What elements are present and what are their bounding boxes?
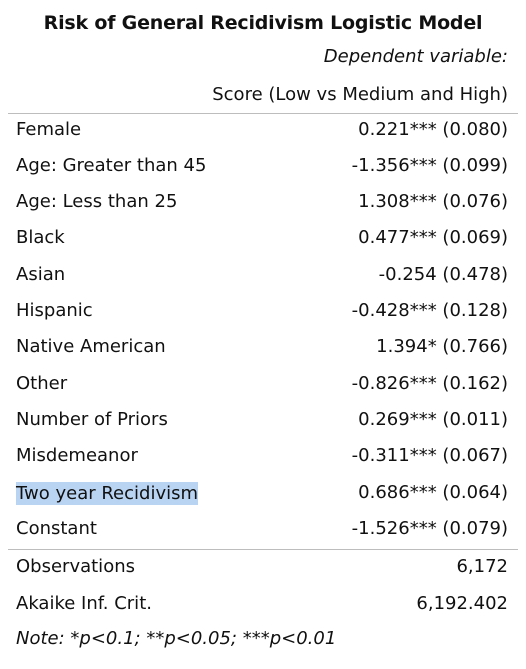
row-value: 0.477*** (0.069) <box>358 227 508 248</box>
row-value: 6,192.402 <box>416 593 508 614</box>
row-label: Hispanic <box>16 300 93 321</box>
row-label: Number of Priors <box>16 409 168 430</box>
row-value: 1.394* (0.766) <box>376 336 508 357</box>
row-value: 0.269*** (0.011) <box>358 409 508 430</box>
table-title: Risk of General Recidivism Logistic Mode… <box>43 12 483 34</box>
header-rule <box>8 113 518 114</box>
row-value: 1.308*** (0.076) <box>358 191 508 212</box>
table-row: Hispanic -0.428*** (0.128) <box>8 297 508 327</box>
dependent-variable-label: Dependent variable: <box>323 46 508 67</box>
table-row: Akaike Inf. Crit. 6,192.402 <box>8 590 508 620</box>
row-label: Constant <box>16 518 97 539</box>
row-label: Observations <box>16 556 135 577</box>
table-row: Observations 6,172 <box>8 553 508 583</box>
table-row: Constant -1.526*** (0.079) <box>8 515 508 545</box>
row-value: -0.311*** (0.067) <box>351 445 508 466</box>
row-value: 6,172 <box>456 556 508 577</box>
row-value: -1.526*** (0.079) <box>351 518 508 539</box>
row-value: 0.686*** (0.064) <box>358 482 508 503</box>
score-label: Score (Low vs Medium and High) <box>212 84 508 105</box>
stats-rule <box>8 549 518 550</box>
row-label: Age: Greater than 45 <box>16 155 207 176</box>
table-row: Misdemeanor -0.311*** (0.067) <box>8 442 508 472</box>
row-label: Black <box>16 227 65 248</box>
row-label: Asian <box>16 264 66 285</box>
table-row: Asian -0.254 (0.478) <box>8 261 508 291</box>
row-label: Age: Less than 25 <box>16 191 178 212</box>
row-label-selected[interactable]: Two year Recidivism <box>16 482 199 505</box>
row-label: Female <box>16 119 82 140</box>
table-row: Female 0.221*** (0.080) <box>8 116 508 146</box>
row-label: Native American <box>16 336 166 357</box>
row-label: Akaike Inf. Crit. <box>16 593 152 614</box>
row-value: -0.254 (0.478) <box>378 264 508 285</box>
row-label: Misdemeanor <box>16 445 138 466</box>
table-row: Native American 1.394* (0.766) <box>8 333 508 363</box>
row-value: 0.221*** (0.080) <box>358 119 508 140</box>
table-row: Black 0.477*** (0.069) <box>8 224 508 254</box>
row-label: Other <box>16 373 68 394</box>
row-value: -0.826*** (0.162) <box>351 373 508 394</box>
table-row: Number of Priors 0.269*** (0.011) <box>8 406 508 436</box>
table-row-highlighted: Two year Recidivism 0.686*** (0.064) <box>8 479 508 509</box>
table-row: Age: Less than 25 1.308*** (0.076) <box>8 188 508 218</box>
significance-note: Note: *p<0.1; **p<0.05; ***p<0.01 <box>16 628 337 649</box>
row-value: -1.356*** (0.099) <box>351 155 508 176</box>
table-row: Other -0.826*** (0.162) <box>8 370 508 400</box>
table-row: Age: Greater than 45 -1.356*** (0.099) <box>8 152 508 182</box>
row-value: -0.428*** (0.128) <box>351 300 508 321</box>
